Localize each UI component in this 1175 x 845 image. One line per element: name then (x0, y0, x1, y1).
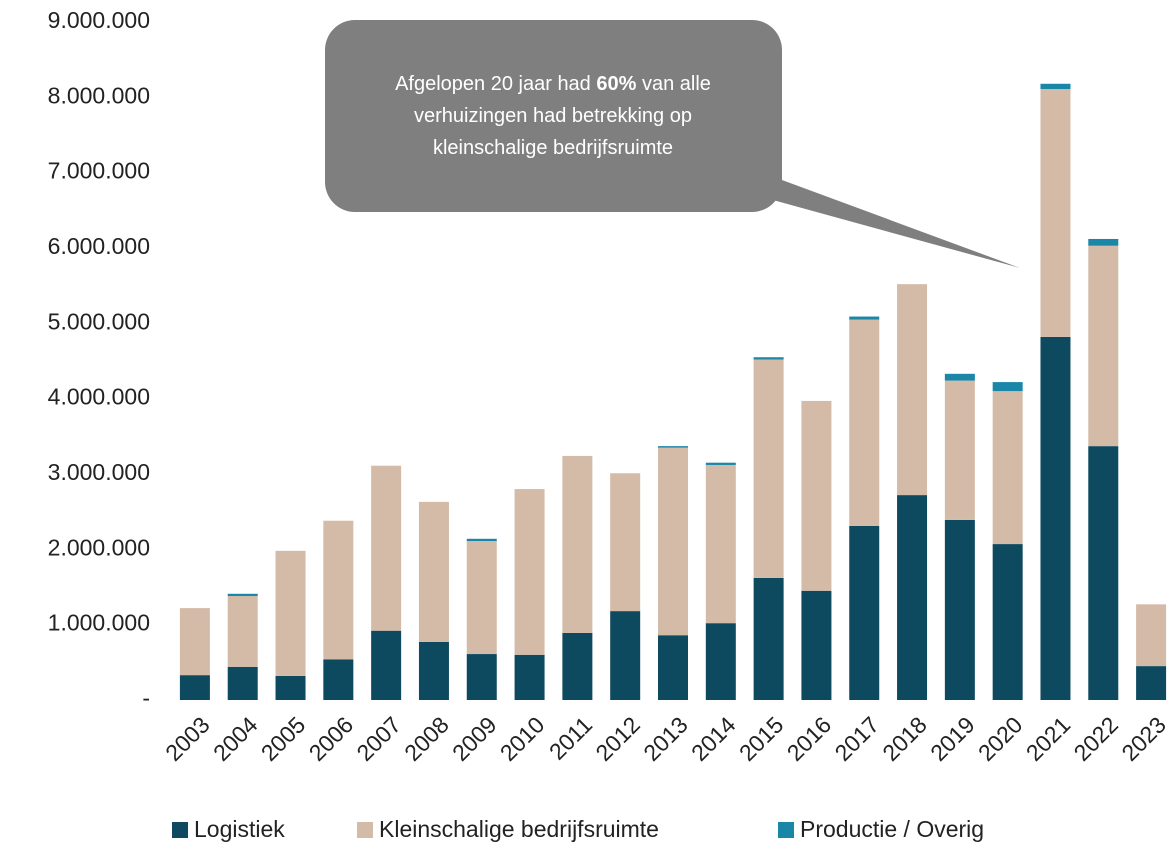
bar-segment (227, 596, 258, 667)
bar-segment (514, 654, 545, 700)
x-tick-label: 2007 (351, 711, 406, 766)
legend-label: Logistiek (194, 816, 285, 842)
bar-segment (466, 654, 497, 700)
bar-segment (992, 544, 1023, 700)
y-tick-label: 3.000.000 (48, 459, 150, 485)
bar-segment (466, 541, 497, 655)
x-tick-label: 2009 (447, 711, 502, 766)
bar-segment (323, 659, 354, 700)
bar-segment (992, 382, 1023, 392)
annotation-part: Afgelopen 20 jaar had (395, 73, 597, 95)
bar-segment (658, 635, 688, 700)
x-tick-label: 2022 (1069, 711, 1124, 766)
annotation-bold: 60% (596, 73, 637, 95)
bar-segment (227, 666, 258, 700)
bar-segment (849, 319, 880, 526)
bar-segment (275, 675, 306, 700)
bar-segment (1136, 604, 1167, 667)
x-tick-label: 2005 (256, 711, 311, 766)
bar-segment (944, 373, 975, 381)
x-tick-label: 2021 (1021, 711, 1076, 766)
bar-segment (658, 447, 688, 636)
bar-segment (179, 675, 210, 700)
x-tick-label: 2019 (925, 711, 980, 766)
legend-swatch (778, 822, 794, 838)
bar-segment (705, 464, 736, 624)
callout-box (325, 20, 782, 212)
bar-segment (897, 284, 928, 496)
x-tick-label: 2020 (973, 711, 1028, 766)
legend-label: Productie / Overig (800, 816, 984, 842)
x-tick-label: 2011 (544, 711, 597, 764)
bar-segment (514, 489, 545, 655)
x-tick-label: 2006 (304, 711, 359, 766)
callout-text: Afgelopen 20 jaar had 60% van alle verhu… (358, 68, 748, 164)
bar-segment (1040, 336, 1071, 700)
x-tick-label: 2010 (495, 711, 550, 766)
bar-segment (944, 519, 975, 700)
y-tick-label: 9.000.000 (48, 7, 150, 33)
x-tick-label: 2004 (208, 711, 263, 766)
y-tick-label: 2.000.000 (48, 534, 150, 560)
x-tick-label: 2012 (590, 711, 645, 766)
bar-segment (1088, 238, 1119, 246)
bar-segment (1040, 89, 1071, 337)
legend-swatch (357, 822, 373, 838)
bar-segment (658, 446, 688, 448)
bar-segment (705, 623, 736, 700)
x-tick-label: 2015 (734, 711, 789, 766)
bar-segment (1088, 245, 1119, 447)
x-tick-label: 2018 (877, 711, 932, 766)
bar-segment (1040, 83, 1071, 90)
bar-segment (849, 525, 880, 700)
y-tick-label: 8.000.000 (48, 82, 150, 108)
bar-segment (801, 590, 832, 700)
y-tick-label: 6.000.000 (48, 233, 150, 259)
callout-pointer (700, 180, 1020, 268)
bar-segment (897, 495, 928, 700)
x-tick-label: 2014 (686, 711, 741, 766)
bar-segment (275, 550, 306, 676)
bar-segment (179, 608, 210, 676)
legend-swatch (172, 822, 188, 838)
bar-segment (1136, 666, 1167, 700)
bar-segment (753, 357, 784, 360)
bar-segment (323, 520, 354, 660)
x-tick-label: 2023 (1116, 711, 1171, 766)
y-tick-label: 1.000.000 (48, 610, 150, 636)
x-tick-label: 2008 (399, 711, 454, 766)
y-tick-label: 5.000.000 (48, 308, 150, 334)
x-tick-label: 2017 (830, 711, 885, 766)
bar-segment (705, 462, 736, 465)
y-tick-label: 7.000.000 (48, 158, 150, 184)
bar-segment (753, 577, 784, 700)
bar-segment (610, 611, 641, 700)
bar-segment (227, 593, 258, 597)
bar-segment (466, 538, 497, 542)
y-tick-label: 4.000.000 (48, 384, 150, 410)
bar-segment (753, 359, 784, 578)
bar-segment (418, 641, 449, 700)
bar-segment (801, 400, 832, 591)
x-tick-label: 2016 (782, 711, 837, 766)
bar-segment (371, 465, 402, 631)
bar-segment (1088, 446, 1119, 700)
annotation-part: van alle verhuizingen had betrekking op … (414, 73, 711, 159)
bar-segment (992, 391, 1023, 545)
x-tick-label: 2013 (638, 711, 693, 766)
y-tick-label: - (142, 685, 150, 711)
legend-label: Kleinschalige bedrijfsruimte (379, 816, 659, 842)
bar-segment (418, 501, 449, 642)
bar-segment (562, 632, 593, 700)
bar-segment (944, 380, 975, 520)
bar-segment (371, 630, 402, 700)
bar-segment (562, 455, 593, 633)
bar-segment (610, 473, 641, 612)
x-tick-label: 2003 (160, 711, 215, 766)
bar-segment (849, 316, 880, 320)
